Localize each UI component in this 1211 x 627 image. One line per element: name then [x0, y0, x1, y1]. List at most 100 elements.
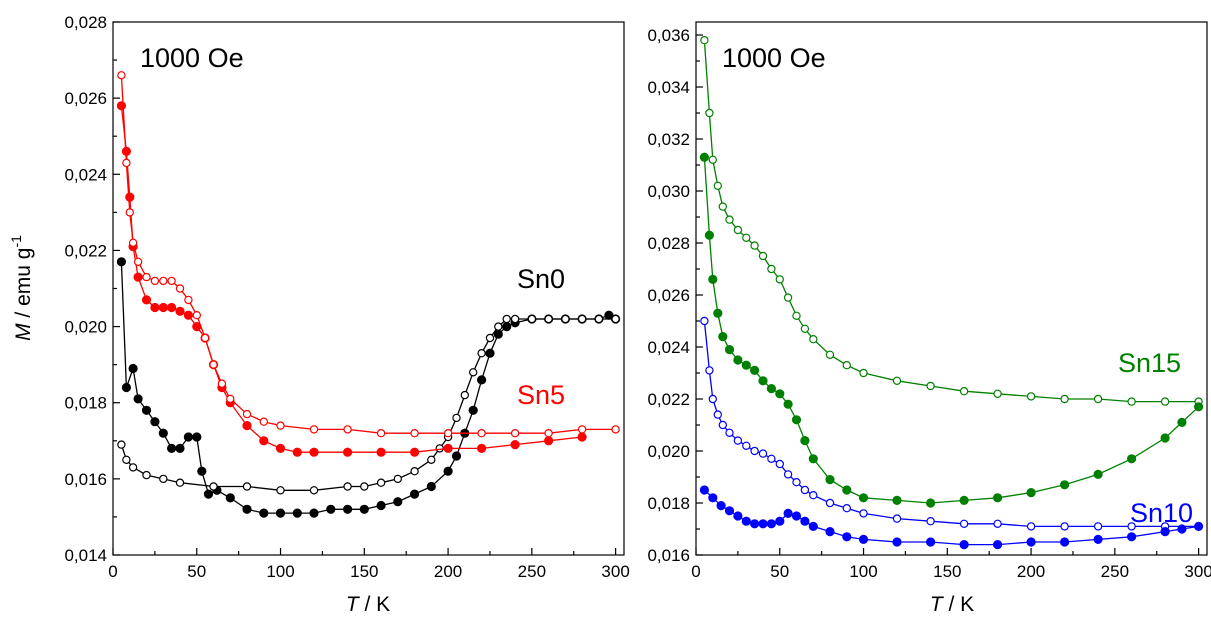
- series-line-sn10-filled: [703, 489, 1199, 546]
- data-point-sn10-open: [859, 509, 868, 518]
- data-point-sn0-open: [159, 474, 168, 484]
- right-x-tick-label: 100: [849, 562, 877, 581]
- right-x-tick-label: 50: [770, 562, 789, 581]
- series-line-sn5-filled: [120, 105, 583, 453]
- right-y-tick-label: 0,034: [647, 78, 690, 97]
- data-point-sn15-open: [783, 293, 793, 302]
- data-point-sn10-open: [713, 410, 723, 419]
- data-point-sn0-filled: [133, 394, 143, 404]
- data-point-sn10-open: [825, 498, 835, 508]
- right-y-tick-label: 0,024: [647, 338, 690, 357]
- data-point-sn15-filled: [733, 355, 743, 365]
- data-point-sn5-filled: [292, 447, 302, 457]
- data-point-sn5-open: [125, 208, 135, 217]
- data-point-sn5-open: [150, 276, 160, 286]
- series-sn10-filled: [699, 485, 1204, 550]
- data-point-sn5-filled: [167, 302, 177, 313]
- right-ticks: [695, 34, 1200, 556]
- data-point-sn0-filled: [150, 417, 160, 427]
- right-y-tick-label: 0,016: [647, 546, 690, 565]
- data-point-sn0-open: [309, 486, 319, 495]
- data-point-sn0-open: [276, 486, 285, 495]
- data-point-sn5-filled: [577, 432, 587, 442]
- right-y-tick-label: 0,020: [647, 442, 690, 461]
- data-point-sn5-open: [217, 379, 227, 388]
- data-point-sn10-filled: [1026, 537, 1036, 547]
- data-point-sn0-open: [611, 314, 620, 324]
- series-label-sn15: Sn15: [1118, 348, 1181, 378]
- data-point-sn0-filled: [359, 504, 369, 514]
- data-point-sn5-open: [242, 409, 252, 419]
- data-point-sn0-filled: [121, 382, 132, 393]
- data-point-sn0-open: [410, 467, 419, 476]
- data-point-sn5-filled: [510, 440, 520, 450]
- data-point-sn15-open: [733, 225, 743, 235]
- data-point-sn0-filled: [309, 508, 319, 518]
- data-point-sn15-filled: [783, 399, 793, 409]
- data-point-sn0-open: [435, 444, 444, 453]
- data-point-sn5-filled: [275, 443, 286, 453]
- right-y-tick-label: 0,036: [647, 26, 690, 45]
- data-point-sn10-open: [700, 316, 709, 326]
- data-point-sn15-open: [758, 251, 768, 261]
- data-point-sn10-filled: [1093, 534, 1103, 545]
- series-label-sn0: Sn0: [517, 264, 565, 294]
- data-point-sn10-filled: [716, 501, 726, 511]
- data-point-sn10-filled: [892, 537, 902, 547]
- data-point-sn10-filled: [858, 534, 869, 545]
- data-point-sn15-open: [800, 324, 810, 333]
- data-point-sn15-open: [718, 202, 728, 211]
- data-point-sn15-filled: [1177, 417, 1187, 427]
- data-point-sn0-open: [142, 470, 151, 480]
- data-point-sn10-filled: [808, 521, 818, 532]
- series-label-sn5: Sn5: [517, 380, 565, 410]
- data-point-sn10-filled: [775, 516, 785, 526]
- series-sn15-filled: [699, 152, 1204, 508]
- data-point-sn10-filled: [733, 511, 743, 521]
- data-point-sn10-open: [767, 454, 776, 463]
- data-point-sn5-filled: [183, 310, 193, 320]
- data-point-sn0-open: [128, 463, 138, 472]
- right-x-tick-label: 200: [1017, 562, 1045, 581]
- data-point-sn15-open: [1060, 394, 1069, 404]
- left-x-tick-label: 300: [601, 562, 629, 581]
- data-point-sn10-open: [758, 449, 768, 458]
- data-point-sn10-filled: [758, 519, 768, 529]
- left-y-axis-unit: / emu g: [12, 248, 35, 324]
- data-point-sn5-open: [167, 276, 176, 286]
- data-point-sn5-open: [133, 257, 143, 266]
- data-point-sn15-open: [742, 233, 751, 242]
- data-point-sn0-filled: [141, 405, 152, 415]
- data-point-sn10-filled: [992, 539, 1003, 550]
- data-point-sn5-filled: [141, 295, 152, 305]
- data-point-sn0-filled: [158, 428, 168, 438]
- data-point-sn0-filled: [443, 466, 453, 476]
- data-point-sn0-filled: [376, 500, 386, 511]
- right-x-tick-label: 300: [1184, 562, 1211, 581]
- data-point-sn10-filled: [699, 485, 710, 495]
- data-point-sn10-filled: [800, 516, 810, 526]
- data-point-sn5-open: [343, 425, 352, 434]
- data-point-sn5-filled: [477, 443, 487, 453]
- data-point-sn15-open: [767, 264, 776, 274]
- left-x-axis-unit: / K: [359, 593, 391, 616]
- data-point-sn0-open: [117, 440, 126, 449]
- data-point-sn15-open: [700, 36, 709, 45]
- data-point-sn10-filled: [708, 493, 718, 503]
- data-point-sn10-open: [733, 436, 743, 445]
- data-point-sn15-open: [725, 215, 734, 224]
- data-point-sn15-filled: [699, 152, 710, 162]
- data-point-sn0-open: [376, 478, 386, 487]
- data-point-sn0-filled: [477, 375, 487, 385]
- data-point-sn15-filled: [842, 485, 852, 495]
- data-point-sn15-open: [775, 275, 785, 284]
- data-point-sn0-open: [594, 314, 604, 324]
- data-point-sn0-open: [427, 455, 436, 464]
- data-point-sn0-filled: [175, 443, 185, 453]
- series-sn15-open: [700, 36, 1203, 406]
- data-point-sn10-open: [809, 491, 818, 500]
- data-point-sn5-open: [259, 417, 268, 426]
- data-point-sn0-open: [343, 482, 352, 491]
- data-point-sn10-filled: [959, 539, 969, 550]
- data-point-sn5-filled: [259, 436, 269, 446]
